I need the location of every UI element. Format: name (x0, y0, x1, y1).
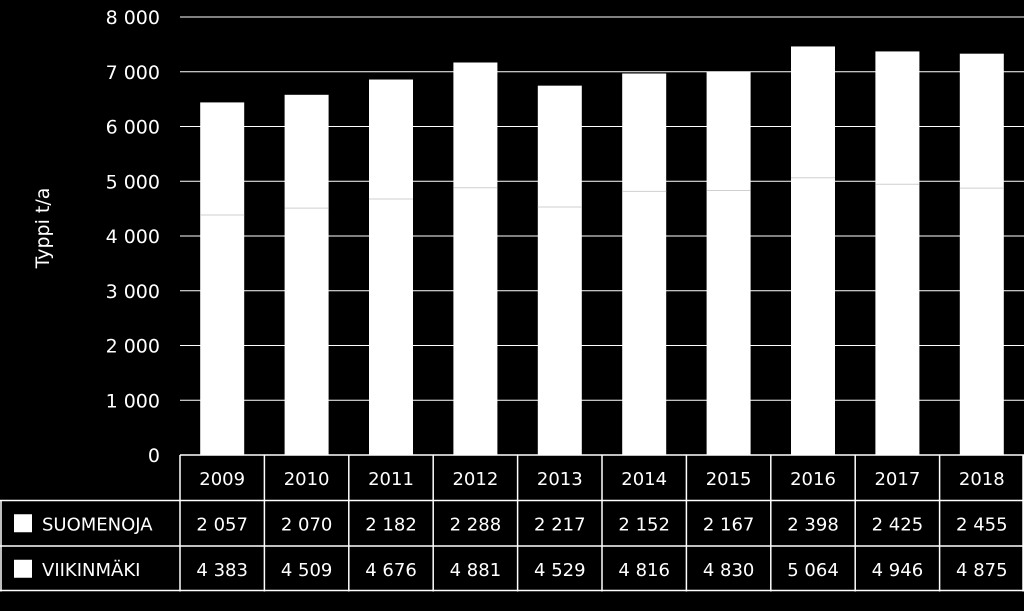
data-table-value: 2 167 (703, 514, 755, 535)
bar-suomenoja-2014 (622, 73, 667, 192)
data-table-value: 2 182 (365, 514, 417, 535)
bar-suomenoja-2009 (200, 102, 245, 216)
bar-suomenoja-2012 (453, 62, 498, 188)
legend-label: VIIKINMÄKI (42, 560, 140, 581)
bar-suomenoja-2018 (959, 53, 1004, 189)
bar-suomenoja-2015 (706, 71, 751, 191)
data-table-value: 4 509 (281, 560, 333, 581)
data-table-value: 2 288 (450, 514, 502, 535)
bar-viikinmäki-2009 (200, 215, 245, 455)
legend-label: SUOMENOJA (42, 514, 153, 535)
data-table-value: 4 875 (956, 560, 1008, 581)
x-tick-label: 2011 (368, 469, 414, 490)
y-tick-label: 7 000 (106, 62, 160, 84)
data-table-value: 4 676 (365, 560, 417, 581)
legend-key-suomenoja (14, 514, 32, 533)
data-table-value: 4 816 (618, 560, 670, 581)
data-table-value: 4 946 (872, 560, 924, 581)
data-table-value: 2 057 (196, 514, 248, 535)
data-table-value: 2 152 (618, 514, 670, 535)
data-table-value: 5 064 (787, 560, 839, 581)
data-table-value: 2 425 (872, 514, 924, 535)
bar-viikinmäki-2018 (959, 188, 1004, 455)
bar-viikinmäki-2010 (284, 208, 329, 455)
bar-viikinmäki-2017 (875, 184, 920, 456)
y-tick-label: 4 000 (106, 226, 160, 248)
data-table-value: 2 070 (281, 514, 333, 535)
y-axis-ticks: 0 1 000 2 000 3 000 4 000 5 000 6 000 7 000 8 00… (106, 7, 160, 467)
bar-viikinmäki-2015 (706, 190, 751, 455)
bar-suomenoja-2013 (537, 85, 582, 208)
data-table-value: 4 830 (703, 560, 755, 581)
data-table-value: 4 529 (534, 560, 586, 581)
bar-viikinmäki-2011 (369, 198, 413, 455)
x-tick-label: 2013 (537, 469, 583, 490)
data-table-value: 4 881 (450, 560, 502, 581)
legend-key-viikinmäki (14, 559, 32, 578)
x-tick-label: 2012 (452, 469, 498, 490)
data-table: 2009 2010 2011 2012 2013 2014 2015 2016 2017 2018… (0, 454, 1024, 592)
x-tick-label: 2010 (284, 469, 330, 490)
bar-viikinmäki-2016 (791, 177, 835, 455)
bar-suomenoja-2011 (369, 79, 413, 199)
y-tick-label: 5 000 (106, 171, 160, 193)
y-tick-label: 6 000 (106, 117, 160, 139)
bar-suomenoja-2017 (875, 51, 920, 185)
x-tick-label: 2017 (874, 469, 920, 490)
bar-suomenoja-2010 (284, 94, 329, 209)
x-tick-label: 2009 (199, 469, 245, 490)
x-tick-label: 2014 (621, 469, 667, 490)
bar-viikinmäki-2013 (537, 207, 582, 455)
x-tick-label: 2015 (706, 469, 752, 490)
data-table-value: 4 383 (196, 560, 248, 581)
data-table-value: 2 398 (787, 514, 839, 535)
y-tick-label: 1 000 (106, 390, 160, 412)
bar-suomenoja-2016 (791, 46, 835, 178)
bar-viikinmäki-2012 (453, 187, 498, 455)
data-table-value: 2 217 (534, 514, 586, 535)
x-tick-label: 2018 (959, 469, 1005, 490)
bars (200, 46, 1004, 456)
y-axis-label: Typpi t/a (32, 188, 54, 270)
x-tick-label: 2016 (790, 469, 836, 490)
y-tick-label: 2 000 (106, 336, 160, 358)
y-tick-label: 0 (148, 445, 160, 467)
bar-viikinmäki-2014 (622, 191, 667, 455)
data-table-value: 2 455 (956, 514, 1008, 535)
y-tick-label: 3 000 (106, 281, 160, 303)
y-tick-label: 8 000 (106, 7, 160, 29)
